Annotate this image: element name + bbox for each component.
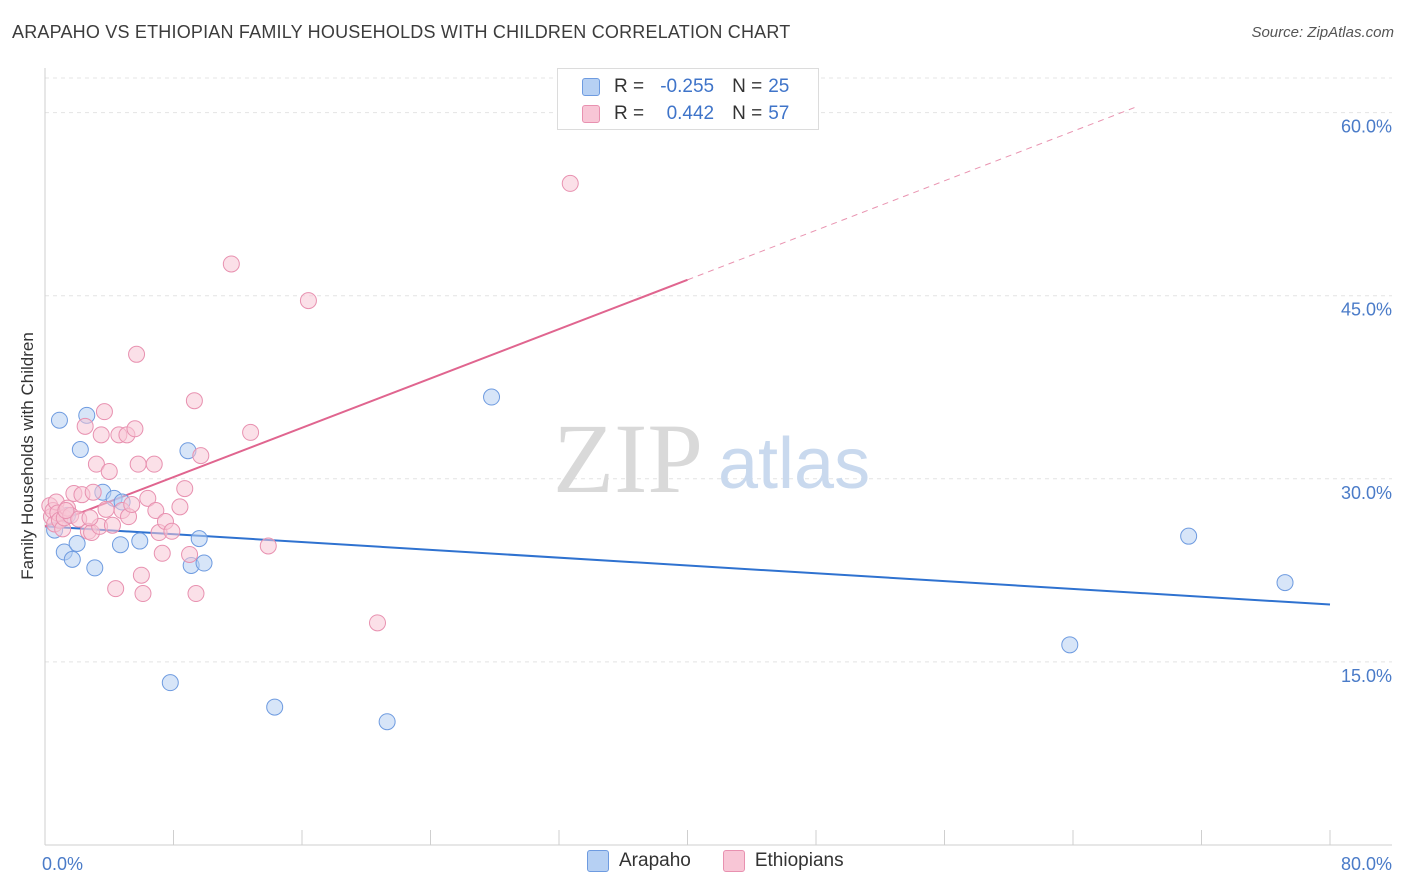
ethiopians-trend-extension xyxy=(687,106,1138,281)
ethiopians-point xyxy=(100,462,118,480)
arapaho-point xyxy=(161,674,179,692)
arapaho-point xyxy=(1061,636,1079,654)
ethiopians-swatch xyxy=(582,105,600,123)
ethiopians-point xyxy=(92,426,110,444)
series-legend: Arapaho Ethiopians xyxy=(587,850,876,872)
legend-label-arapaho: Arapaho xyxy=(619,850,691,871)
ethiopians-point xyxy=(132,566,150,584)
n-label: N = xyxy=(732,76,763,97)
y-tick-label: 15.0% xyxy=(1341,666,1392,686)
ethiopians-point xyxy=(97,500,115,518)
arapaho-point xyxy=(1180,527,1198,545)
y-tick-label: 60.0% xyxy=(1341,117,1392,137)
ethiopians-point xyxy=(192,447,210,465)
ethiopians-point xyxy=(176,480,194,498)
ethiopians-point xyxy=(368,614,386,632)
ethiopians-point xyxy=(242,423,260,441)
arapaho-point xyxy=(68,535,86,553)
ethiopians-point xyxy=(84,483,102,501)
ethiopians-point xyxy=(147,502,165,520)
arapaho-point xyxy=(71,441,89,459)
ethiopians-point xyxy=(187,585,205,603)
ethiopians-r-value: 0.442 xyxy=(666,103,715,124)
arapaho-swatch xyxy=(587,850,609,872)
axes xyxy=(44,68,1392,846)
ethiopians-point xyxy=(57,502,75,520)
ethiopians-point xyxy=(259,537,277,555)
source-label: Source: ZipAtlas.com xyxy=(1251,24,1394,41)
n-label: N = xyxy=(732,103,763,124)
tick-labels: 15.0% 30.0% 45.0% 60.0% 0.0% 80.0% xyxy=(42,117,1392,874)
arapaho-swatch xyxy=(582,78,600,96)
ethiopians-point xyxy=(129,455,147,473)
ethiopians-point xyxy=(222,255,240,273)
ethiopians-point xyxy=(163,522,181,540)
arapaho-point xyxy=(483,388,501,406)
ethiopians-point xyxy=(134,585,152,603)
ethiopians-point xyxy=(76,417,94,435)
gridlines xyxy=(45,77,1392,663)
chart-title: ARAPAHO VS ETHIOPIAN FAMILY HOUSEHOLDS W… xyxy=(12,22,791,42)
arapaho-point xyxy=(50,411,68,429)
watermark-zip: ZIP xyxy=(553,403,703,514)
ethiopians-point xyxy=(153,544,171,562)
ethiopians-point xyxy=(561,174,579,192)
legend-label-ethiopians: Ethiopians xyxy=(754,850,844,871)
legend-item-ethiopians[interactable]: Ethiopians xyxy=(722,850,844,872)
watermark: ZIP atlas xyxy=(553,403,870,514)
ethiopians-point xyxy=(299,292,317,310)
arapaho-point xyxy=(131,532,149,550)
ethiopians-point xyxy=(87,455,105,473)
y-tick-label: 45.0% xyxy=(1341,300,1392,320)
x-tick-label-min: 0.0% xyxy=(42,854,83,874)
arapaho-point xyxy=(266,698,284,716)
ethiopians-point xyxy=(126,420,144,438)
r-label: R = xyxy=(614,103,645,124)
arapaho-point xyxy=(111,536,129,554)
ethiopians-point xyxy=(185,392,203,410)
legend-item-arapaho[interactable]: Arapaho xyxy=(587,850,691,872)
trend-lines xyxy=(44,106,1331,606)
arapaho-n-value: 25 xyxy=(768,76,790,97)
arapaho-point xyxy=(63,550,81,568)
y-tick-label: 30.0% xyxy=(1341,483,1392,503)
data-points xyxy=(41,174,1294,731)
arapaho-point xyxy=(1276,574,1294,592)
ethiopians-swatch xyxy=(722,850,745,872)
ethiopians-point xyxy=(95,403,113,421)
x-tick-label-max: 80.0% xyxy=(1341,854,1392,874)
ethiopians-point xyxy=(81,509,99,527)
arapaho-r-value: -0.255 xyxy=(660,76,715,97)
ethiopians-point xyxy=(181,545,199,563)
ethiopians-n-value: 57 xyxy=(768,103,790,124)
ethiopians-point xyxy=(107,580,125,598)
legend-row-arapaho: R = -0.255 N = 25 xyxy=(582,75,794,99)
ethiopians-point xyxy=(171,498,189,516)
watermark-atlas: atlas xyxy=(718,424,870,504)
arapaho-trend-line xyxy=(44,525,1331,606)
arapaho-point xyxy=(195,554,213,572)
ethiopians-point xyxy=(123,495,141,513)
ethiopians-trend-line xyxy=(44,278,688,528)
r-label: R = xyxy=(614,76,645,97)
legend-row-ethiopians: R = 0.442 N = 57 xyxy=(582,102,794,126)
correlation-legend: R = -0.255 N = 25 R = 0.442 N = 57 xyxy=(557,68,819,130)
ethiopians-point xyxy=(145,455,163,473)
arapaho-point xyxy=(86,559,104,577)
ethiopians-point xyxy=(128,345,146,363)
ethiopians-point xyxy=(139,489,157,507)
arapaho-point xyxy=(378,713,396,731)
ethiopians-point xyxy=(103,516,121,534)
arapaho-point xyxy=(190,530,208,548)
